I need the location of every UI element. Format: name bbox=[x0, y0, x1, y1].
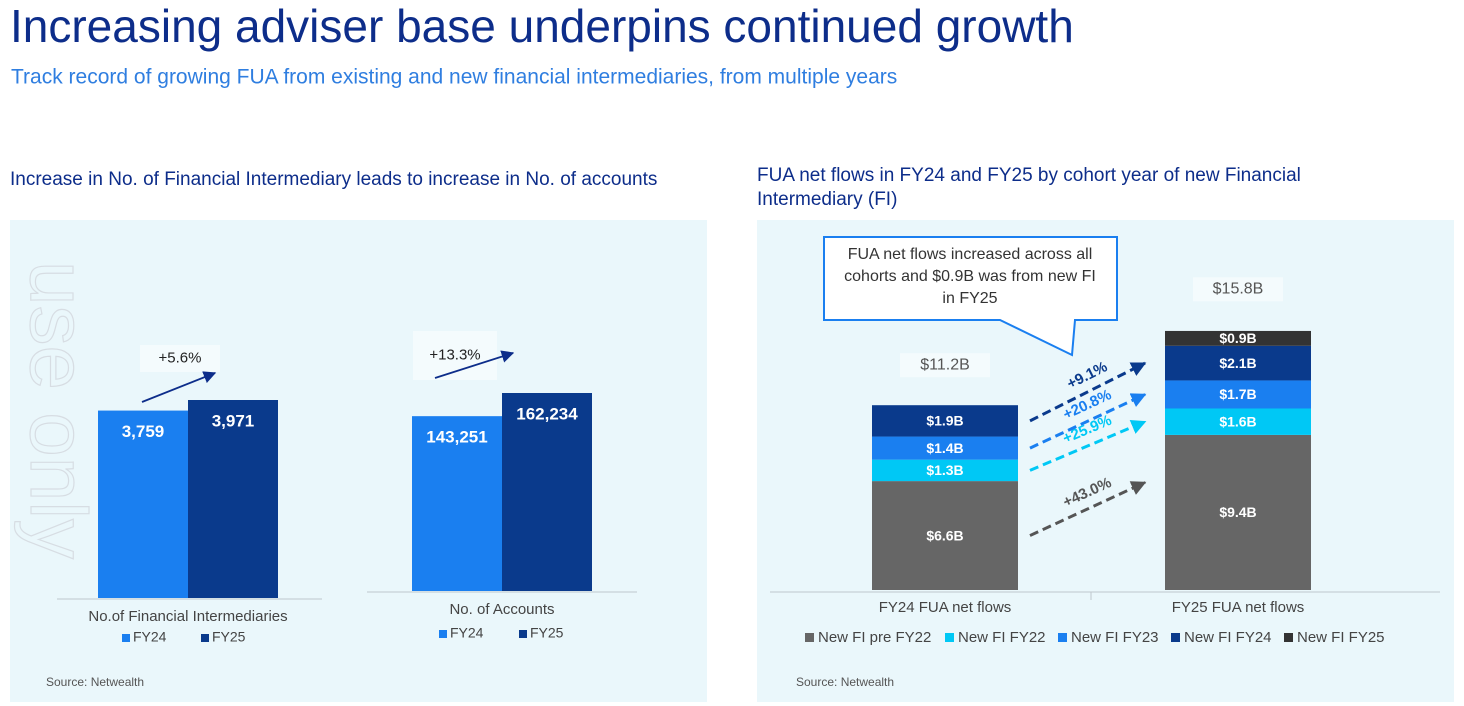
bar-segment bbox=[1165, 408, 1311, 435]
legend-label: New FI pre FY22 bbox=[818, 629, 931, 646]
legend-label: FY24 bbox=[133, 629, 167, 645]
legend-swatch bbox=[805, 633, 814, 642]
value-label: $2.1B bbox=[1219, 355, 1256, 371]
left-heading: Increase in No. of Financial Intermediar… bbox=[10, 169, 658, 190]
value-label: $0.9B bbox=[1219, 330, 1256, 346]
category-label: FY24 FUA net flows bbox=[879, 599, 1012, 616]
watermark: use only bbox=[14, 261, 103, 559]
right-heading-box: FUA net flows in FY24 and FY25 by cohort… bbox=[757, 165, 1301, 210]
change-arrow bbox=[434, 350, 515, 379]
category-label: FY25 FUA net flows bbox=[1172, 599, 1305, 616]
bar-segment bbox=[1165, 330, 1311, 346]
slide-title: Increasing adviser base underpins contin… bbox=[10, 0, 1074, 52]
legend-swatch bbox=[122, 634, 130, 642]
growth-arrow bbox=[1029, 481, 1147, 537]
source: Source: Netwealth bbox=[46, 675, 144, 689]
value-label: $1.3B bbox=[926, 462, 963, 478]
bar-segment bbox=[1165, 345, 1311, 381]
legend-label: FY25 bbox=[212, 629, 246, 645]
value-label: 162,234 bbox=[516, 404, 578, 423]
growth-arrow bbox=[1029, 361, 1147, 423]
legend-swatch bbox=[201, 634, 209, 642]
legend-label: New FI FY22 bbox=[958, 629, 1046, 646]
legend-swatch bbox=[945, 633, 954, 642]
value-label: 3,971 bbox=[212, 411, 255, 430]
legend-swatch bbox=[1284, 633, 1293, 642]
bar-segment bbox=[872, 459, 1018, 482]
bar-segment bbox=[872, 436, 1018, 460]
growth-arrow bbox=[1029, 393, 1147, 450]
change-label: +5.6% bbox=[159, 349, 202, 366]
legend-swatch bbox=[439, 630, 447, 638]
source: Source: Netwealth bbox=[796, 675, 894, 689]
callout-text: FUA net flows increased across all bbox=[848, 246, 1093, 263]
total-label: $15.8B bbox=[1213, 281, 1264, 298]
category-label: No.of Financial Intermediaries bbox=[88, 608, 287, 625]
value-label: $6.6B bbox=[926, 527, 963, 543]
growth-arrow bbox=[1029, 420, 1147, 472]
value-label: 143,251 bbox=[426, 428, 487, 447]
change-label: +13.3% bbox=[429, 346, 480, 363]
bar bbox=[412, 416, 502, 591]
legend-label: New FI FY24 bbox=[1184, 629, 1272, 646]
bar-segment bbox=[1165, 434, 1311, 590]
change-arrow bbox=[141, 371, 217, 403]
bar-segment bbox=[1165, 380, 1311, 409]
total-label: $11.2B bbox=[920, 356, 970, 373]
callout-text: in FY25 bbox=[942, 290, 997, 307]
value-label: $9.4B bbox=[1219, 504, 1256, 520]
legend-label: FY24 bbox=[450, 625, 484, 641]
callout-box bbox=[823, 236, 1118, 357]
total-box bbox=[1193, 277, 1283, 302]
value-label: 3,759 bbox=[122, 422, 165, 441]
callout-text: cohorts and $0.9B was from new FI bbox=[844, 268, 1096, 285]
value-label: $1.7B bbox=[1219, 386, 1256, 402]
right-heading: FUA net flows in FY24 and FY25 by cohort… bbox=[757, 165, 1301, 210]
value-label: $1.6B bbox=[1219, 413, 1256, 429]
value-label: $1.4B bbox=[926, 440, 963, 456]
legend-swatch bbox=[1171, 633, 1180, 642]
category-label: No. of Accounts bbox=[449, 601, 554, 618]
bar bbox=[188, 400, 278, 598]
legend-label: New FI FY25 bbox=[1297, 629, 1385, 646]
bar bbox=[502, 393, 592, 591]
total-box bbox=[900, 353, 990, 378]
bar-segment bbox=[872, 405, 1018, 437]
bar bbox=[98, 410, 188, 598]
bar-segment bbox=[872, 481, 1018, 590]
value-label: $1.9B bbox=[926, 413, 963, 429]
legend-swatch bbox=[519, 630, 527, 638]
legend-swatch bbox=[1058, 633, 1067, 642]
legend-label: New FI FY23 bbox=[1071, 629, 1159, 646]
left-heading-box: Increase in No. of Financial Intermediar… bbox=[10, 169, 658, 190]
annotation-box bbox=[140, 345, 220, 372]
slide-subtitle: Track record of growing FUA from existin… bbox=[11, 66, 897, 89]
legend-label: FY25 bbox=[530, 625, 564, 641]
